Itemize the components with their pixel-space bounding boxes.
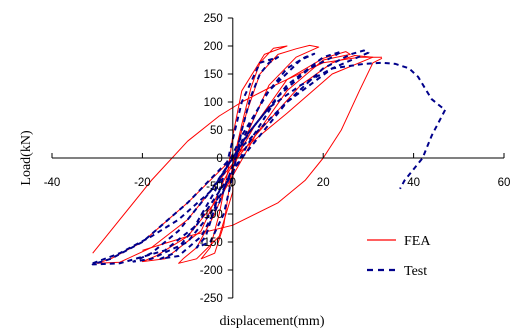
tick-labels-group: -40 -20 0 20 40 60-250-200-150-100-5005010015…: [44, 13, 511, 305]
x-tick-label: 0: [230, 177, 236, 189]
x-axis-title: displacement(mm): [220, 314, 325, 329]
series-test-loop-1: [195, 56, 279, 249]
series-fea-loop-5: [142, 57, 383, 251]
y-tick-label: -50: [206, 181, 223, 193]
series-fea-loop-1: [200, 45, 288, 260]
y-tick-label: -200: [200, 265, 223, 277]
series-test-loop-2: [159, 52, 316, 260]
series-test-loop-4: [91, 49, 370, 266]
legend-test-label: Test: [404, 264, 427, 279]
y-tick-label: 100: [204, 97, 223, 109]
y-tick-label: -250: [200, 293, 223, 305]
y-tick-label: 250: [204, 13, 223, 25]
series-fea-loop-3: [141, 51, 351, 263]
x-tick-label: 60: [498, 177, 511, 189]
y-axis-title: Load(kN): [19, 130, 34, 186]
legend: FEA Test: [367, 234, 431, 279]
series-test-loop-3: [132, 50, 343, 263]
y-tick-label: 0: [216, 153, 222, 165]
x-tick-label: -20: [134, 177, 151, 189]
series-test: [91, 49, 447, 266]
x-tick-label: -40: [44, 177, 61, 189]
legend-fea-label: FEA: [404, 234, 431, 249]
axes-group: [51, 17, 505, 299]
y-tick-label: 50: [210, 125, 223, 137]
y-tick-label: -100: [200, 209, 223, 221]
y-tick-label: -150: [200, 237, 223, 249]
y-tick-label: 150: [204, 69, 223, 81]
y-tick-label: 200: [204, 41, 223, 53]
curves-group: [91, 44, 447, 266]
series-test-loop-5: [92, 61, 447, 265]
x-tick-label: 20: [317, 177, 330, 189]
x-tick-label: 40: [407, 177, 420, 189]
